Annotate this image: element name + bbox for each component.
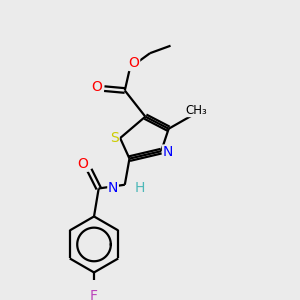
Text: O: O: [77, 157, 88, 171]
Text: O: O: [92, 80, 102, 94]
Text: H: H: [134, 181, 145, 194]
Text: N: N: [163, 145, 173, 159]
Text: CH₃: CH₃: [186, 103, 208, 117]
Text: N: N: [108, 181, 118, 194]
Text: F: F: [90, 289, 98, 300]
Text: S: S: [110, 131, 119, 145]
Text: O: O: [129, 56, 140, 70]
